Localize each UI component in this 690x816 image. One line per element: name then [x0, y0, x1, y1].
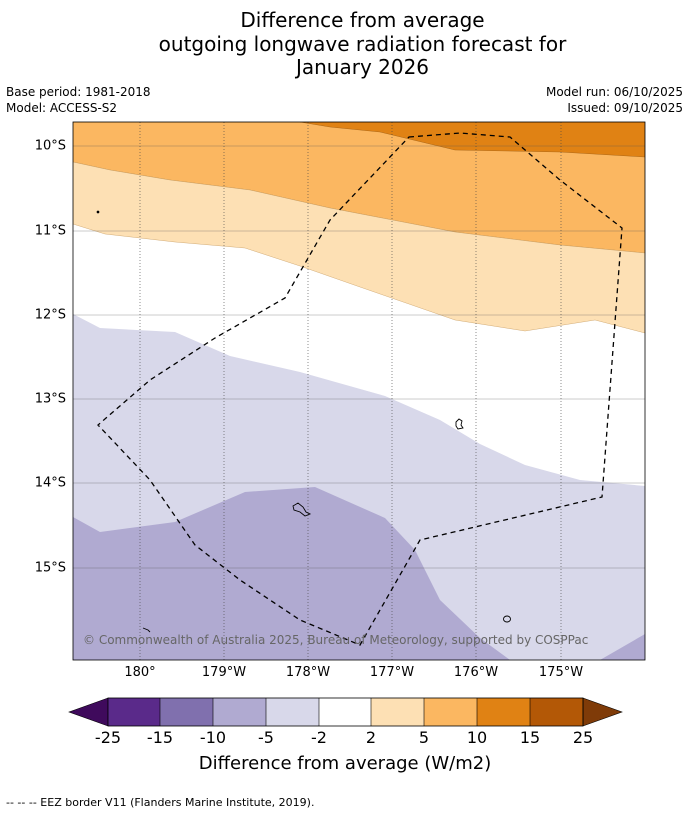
copyright-notice: © Commonwealth of Australia 2025, Bureau… — [83, 633, 589, 647]
base-period: Base period: 1981-2018 — [6, 85, 151, 99]
contour-fill-neg5-neg10-corner — [600, 634, 645, 660]
colorbar-tick: 5 — [418, 728, 430, 747]
colorbar-dividers — [159, 698, 531, 726]
colorbar-tick: 15 — [519, 728, 541, 747]
lat-label-11s: 11°S — [34, 223, 66, 239]
colorbar-tick: -15 — [146, 728, 174, 747]
title-line-1: Difference from average — [240, 8, 485, 32]
colorbar-tick: -10 — [199, 728, 227, 747]
eez-border — [97, 132, 623, 646]
colorbar-segment-4 — [266, 698, 319, 726]
island-tiny — [96, 210, 100, 214]
lat-label-13s: 13°S — [34, 391, 66, 407]
colorbar-extend-low — [68, 697, 109, 727]
island-central — [292, 502, 312, 517]
colorbar-label: Difference from average (W/m2) — [198, 753, 492, 774]
issued-date: Issued: 09/10/2025 — [567, 101, 683, 115]
island-west — [142, 627, 151, 633]
colorbar-segment-9 — [530, 698, 583, 726]
colorbar-tick: -25 — [94, 728, 122, 747]
colorbar-extend-high — [582, 697, 623, 727]
colorbar-tick: 25 — [572, 728, 594, 747]
colorbar-segment-1 — [108, 698, 160, 726]
lon-label-180: 180° — [124, 665, 156, 680]
colorbar-tick: -5 — [258, 728, 274, 747]
islands — [96, 210, 511, 633]
lon-label-176w: 176°W — [453, 665, 499, 680]
lat-label-14s: 14°S — [34, 475, 66, 491]
colorbar-segment-6 — [371, 698, 424, 726]
lon-label-175w: 175°W — [538, 665, 584, 680]
lat-label-15s: 15°S — [34, 560, 66, 576]
model-run-date: Model run: 06/10/2025 — [545, 85, 683, 99]
model-name: Model: ACCESS-S2 — [6, 101, 118, 115]
colorbar-tick: 10 — [466, 728, 488, 747]
colorbar-segment-2 — [160, 698, 213, 726]
lat-gridlines — [73, 145, 645, 569]
eez-footnote: -- -- -- EEZ border V11 (Flanders Marine… — [6, 796, 315, 809]
lon-label-177w: 177°W — [369, 665, 415, 680]
colorbar-frame — [107, 697, 584, 727]
title-line-2: outgoing longwave radiation forecast for — [158, 32, 567, 56]
anomaly-field — [73, 122, 645, 660]
map-frame — [72, 121, 646, 661]
colorbar-segment-7 — [424, 698, 477, 726]
lon-label-179w: 179°W — [201, 665, 247, 680]
lat-label-10s: 10°S — [34, 138, 66, 154]
contour-fill-neg5-neg10 — [73, 487, 510, 660]
colorbar-tick: -2 — [311, 728, 327, 747]
colorbar-segment-8 — [477, 698, 530, 726]
colorbar-tick: 2 — [365, 728, 377, 747]
colorbar — [68, 697, 623, 727]
colorbar-segment-3 — [213, 698, 266, 726]
contour-fill-2-5 — [73, 161, 645, 334]
island-south — [503, 615, 511, 623]
lon-label-178w: 178°W — [285, 665, 331, 680]
contour-fill-10-15 — [299, 122, 645, 158]
lat-label-12s: 12°S — [34, 307, 66, 323]
colorbar-segment-5 — [319, 698, 371, 726]
island-north — [455, 418, 464, 430]
title-line-3: January 2026 — [295, 55, 430, 79]
